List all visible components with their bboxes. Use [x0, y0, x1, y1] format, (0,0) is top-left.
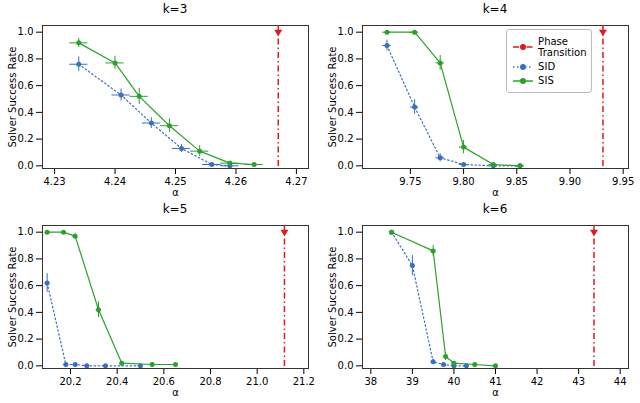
svg-text:20.8: 20.8: [199, 376, 221, 387]
svg-text:Solver Success Rate: Solver Success Rate: [327, 47, 338, 148]
svg-text:43: 43: [572, 376, 585, 387]
svg-text:20.2: 20.2: [59, 376, 81, 387]
svg-text:4.25: 4.25: [164, 176, 186, 187]
svg-text:0.0: 0.0: [18, 360, 34, 371]
svg-text:0.0: 0.0: [18, 160, 34, 171]
svg-text:0.4: 0.4: [338, 107, 354, 118]
svg-text:9.75: 9.75: [399, 176, 421, 187]
svg-text:9.95: 9.95: [612, 176, 634, 187]
svg-text:α: α: [172, 187, 179, 198]
svg-text:9.90: 9.90: [559, 176, 581, 187]
svg-text:0.2: 0.2: [338, 333, 354, 344]
html-text:Phase Transition: Phase Transition: [538, 36, 587, 58]
html-text:k=5: k=5: [162, 202, 188, 216]
svg-text:39: 39: [406, 376, 419, 387]
html-text:k=3: k=3: [162, 2, 188, 16]
svg-text:9.85: 9.85: [506, 176, 528, 187]
svg-text:20.6: 20.6: [153, 376, 175, 387]
svg-text:21.2: 21.2: [293, 376, 315, 387]
svg-text:α: α: [492, 187, 499, 198]
svg-text:0.8: 0.8: [18, 53, 34, 64]
svg-text:0.8: 0.8: [338, 253, 354, 264]
svg-text:4.26: 4.26: [225, 176, 247, 187]
svg-text:38: 38: [364, 376, 377, 387]
svg-text:0.8: 0.8: [338, 53, 354, 64]
svg-text:4.23: 4.23: [43, 176, 65, 187]
svg-text:44: 44: [614, 376, 627, 387]
svg-text:0.4: 0.4: [18, 107, 34, 118]
svg-text:9.80: 9.80: [452, 176, 474, 187]
svg-text:α: α: [492, 387, 499, 398]
svg-text:21.0: 21.0: [246, 376, 268, 387]
html-text:k=4: k=4: [482, 2, 508, 16]
svg-text:α: α: [172, 387, 179, 398]
svg-text:4.27: 4.27: [285, 176, 307, 187]
svg-text:1.0: 1.0: [18, 226, 34, 237]
html-text:k=6: k=6: [482, 202, 508, 216]
svg-text:1.0: 1.0: [338, 226, 354, 237]
svg-text:42: 42: [531, 376, 544, 387]
svg-text:40: 40: [448, 376, 461, 387]
svg-text:41: 41: [489, 376, 502, 387]
svg-text:1.0: 1.0: [18, 26, 34, 37]
svg-text:0.2: 0.2: [18, 133, 34, 144]
svg-text:1.0: 1.0: [338, 26, 354, 37]
svg-text:0.2: 0.2: [18, 333, 34, 344]
svg-text:0.0: 0.0: [338, 360, 354, 371]
svg-text:0.0: 0.0: [338, 160, 354, 171]
html-text:SIS: SIS: [538, 75, 554, 86]
svg-text:0.8: 0.8: [18, 253, 34, 264]
svg-text:0.6: 0.6: [338, 80, 354, 91]
svg-text:Solver Success Rate: Solver Success Rate: [7, 47, 18, 148]
svg-text:Solver Success Rate: Solver Success Rate: [327, 247, 338, 348]
svg-text:Solver Success Rate: Solver Success Rate: [7, 247, 18, 348]
html-text:SID: SID: [538, 61, 556, 72]
svg-text:4.24: 4.24: [104, 176, 126, 187]
svg-text:0.6: 0.6: [18, 280, 34, 291]
svg-text:20.4: 20.4: [106, 376, 128, 387]
svg-text:0.4: 0.4: [18, 307, 34, 318]
svg-text:0.4: 0.4: [338, 307, 354, 318]
svg-text:0.2: 0.2: [338, 133, 354, 144]
svg-text:0.6: 0.6: [338, 280, 354, 291]
svg-text:0.6: 0.6: [18, 80, 34, 91]
